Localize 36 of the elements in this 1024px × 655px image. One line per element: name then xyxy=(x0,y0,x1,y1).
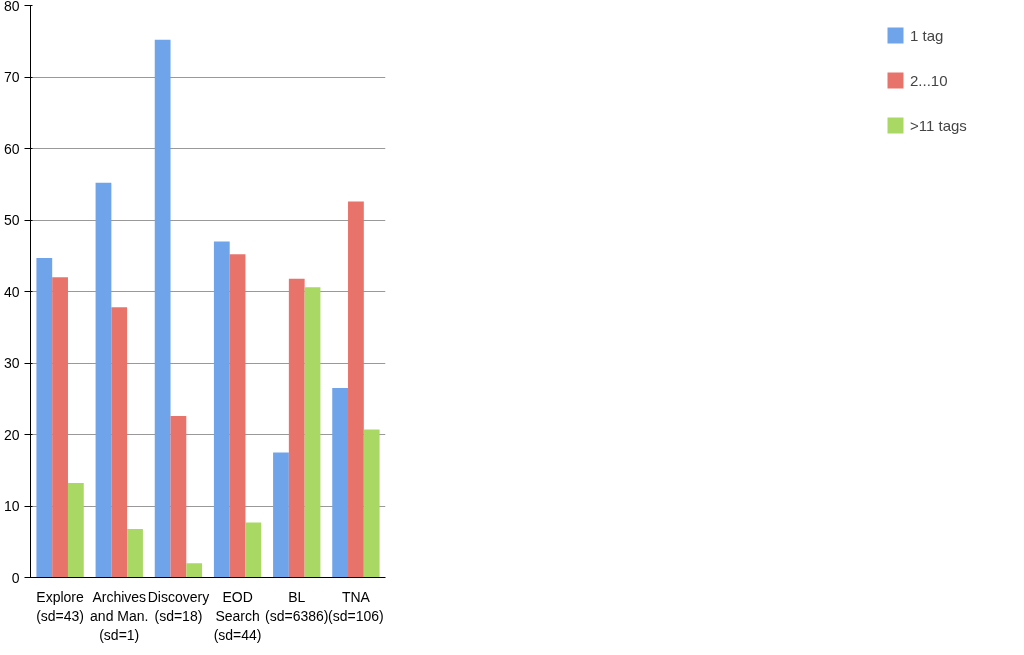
bar xyxy=(348,201,364,578)
bar xyxy=(229,254,246,578)
y-tick-label: 60 xyxy=(3,140,20,157)
x-tick-label: TNA (sd=106) xyxy=(328,588,384,624)
bar xyxy=(154,39,171,578)
legend-label: >11 tags xyxy=(910,116,968,134)
bar xyxy=(170,415,187,578)
bar xyxy=(36,257,53,578)
bar xyxy=(363,429,380,578)
x-tick-label: Explore (sd=43) xyxy=(36,588,85,624)
bar xyxy=(111,307,128,578)
bar xyxy=(304,287,321,578)
x-tick-label: Discovery (sd=18) xyxy=(147,588,210,624)
y-tick-label: 50 xyxy=(3,212,20,228)
y-tick-label: 0 xyxy=(11,569,20,586)
bar xyxy=(245,522,262,578)
legend-label: 2...10 xyxy=(910,71,949,89)
y-tick-label: 20 xyxy=(3,426,20,443)
y-tick-label: 70 xyxy=(3,69,20,85)
bar xyxy=(67,483,84,578)
y-tick-label: 30 xyxy=(3,355,20,371)
bar xyxy=(127,528,143,578)
y-tick-label: 40 xyxy=(3,283,20,300)
y-tick-label: 80 xyxy=(3,0,20,14)
x-tick-label: EOD Search (sd=44) xyxy=(213,588,262,643)
legend-label: 1 tag xyxy=(910,26,945,44)
bar xyxy=(95,182,112,578)
y-tick-label: 10 xyxy=(3,498,20,514)
x-tick-label: BL (sd=6386) xyxy=(265,588,329,624)
bar xyxy=(213,241,230,578)
bar xyxy=(288,278,305,578)
bar xyxy=(52,277,68,578)
x-tick-label: Archives and Man. (sd=1) xyxy=(90,588,149,643)
bar xyxy=(273,452,289,578)
bar xyxy=(332,388,349,578)
bar xyxy=(186,563,203,578)
